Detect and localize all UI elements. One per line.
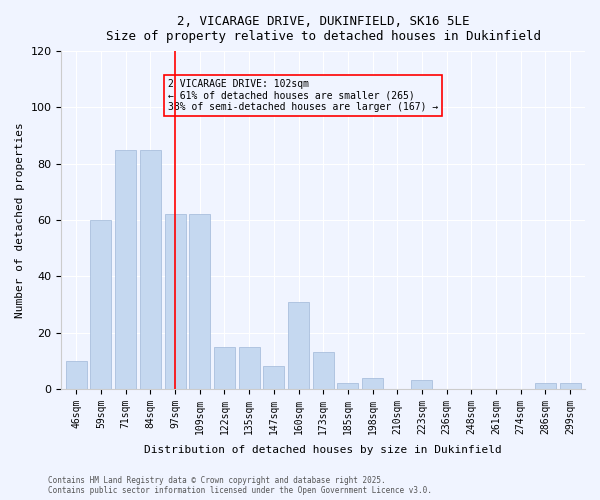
Bar [214, 346, 235, 389]
Bar [164, 214, 185, 389]
Bar [535, 384, 556, 389]
Bar [239, 346, 260, 389]
Bar [313, 352, 334, 389]
Bar [66, 361, 87, 389]
Bar [362, 378, 383, 389]
Y-axis label: Number of detached properties: Number of detached properties [15, 122, 25, 318]
Bar [189, 214, 210, 389]
Bar [115, 150, 136, 389]
Bar [288, 302, 309, 389]
Bar [263, 366, 284, 389]
Bar [412, 380, 433, 389]
Title: 2, VICARAGE DRIVE, DUKINFIELD, SK16 5LE
Size of property relative to detached ho: 2, VICARAGE DRIVE, DUKINFIELD, SK16 5LE … [106, 15, 541, 43]
X-axis label: Distribution of detached houses by size in Dukinfield: Distribution of detached houses by size … [145, 445, 502, 455]
Bar [91, 220, 112, 389]
Bar [560, 384, 581, 389]
Text: Contains HM Land Registry data © Crown copyright and database right 2025.
Contai: Contains HM Land Registry data © Crown c… [48, 476, 432, 495]
Text: 2 VICARAGE DRIVE: 102sqm
← 61% of detached houses are smaller (265)
38% of semi-: 2 VICARAGE DRIVE: 102sqm ← 61% of detach… [167, 80, 438, 112]
Bar [140, 150, 161, 389]
Bar [337, 384, 358, 389]
